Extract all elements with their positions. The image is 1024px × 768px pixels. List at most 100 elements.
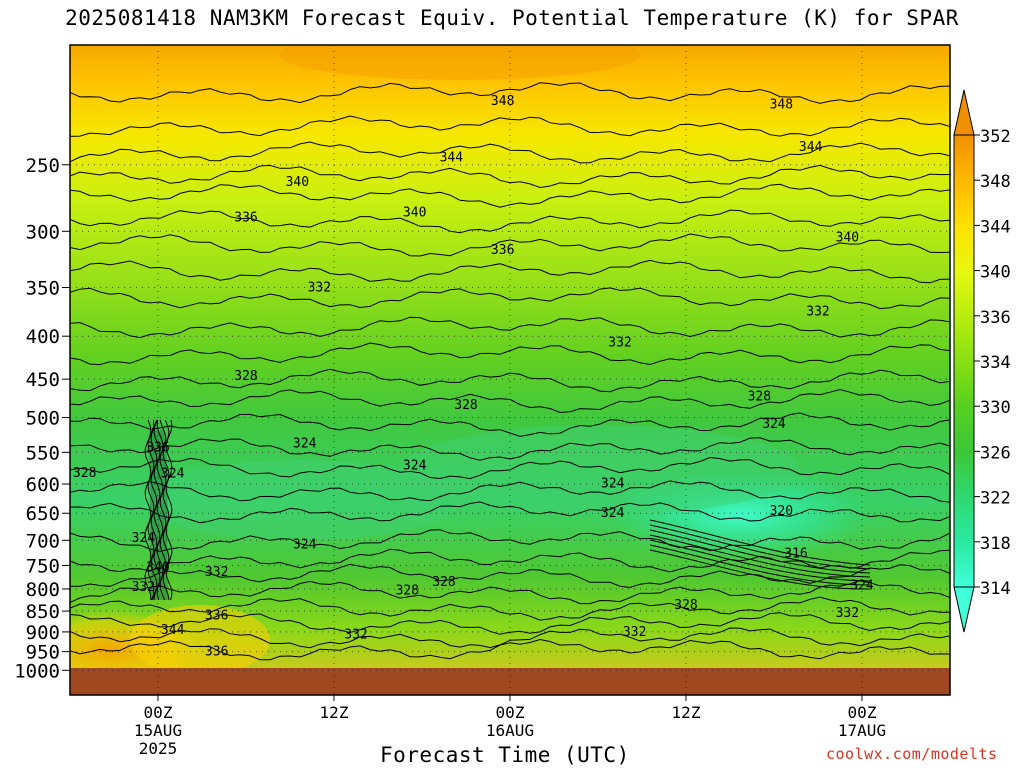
colorbar-label: 348 [980, 172, 1011, 192]
contour-label: 332 [308, 280, 331, 295]
x-tick-label: 12Z [672, 703, 701, 722]
contour-label: 340 [146, 560, 169, 575]
y-tick-label: 900 [26, 622, 60, 644]
x-tick-label: 00Z [144, 703, 173, 722]
plume-contour [147, 419, 155, 601]
contour-label: 324 [850, 578, 874, 593]
isentrope-contour [70, 209, 950, 234]
contour-label: 332 [806, 305, 829, 320]
contour-label: 336 [146, 441, 169, 456]
y-tick-label: 950 [26, 642, 60, 664]
contour-label: 336 [491, 243, 514, 258]
contour-label: 328 [432, 575, 455, 590]
y-tick-label: 850 [26, 601, 60, 623]
isentrope-contour [70, 529, 950, 553]
isentrope-contour [70, 233, 950, 257]
isentrope-contour [70, 342, 950, 366]
contour-label: 348 [491, 94, 514, 109]
isentrope-contour [70, 412, 950, 437]
x-tick-label: 16AUG [486, 721, 534, 740]
contour-label: 332 [132, 580, 155, 595]
contour-label: 340 [286, 175, 309, 190]
plume-contour [162, 419, 170, 601]
contour-label: 328 [396, 583, 419, 598]
x-tick-label: 12Z [320, 703, 349, 722]
y-tick-label: 550 [26, 442, 60, 464]
isentrope-contour [70, 115, 950, 137]
colorbar-label: 344 [980, 217, 1011, 237]
isentrope-contour [70, 627, 950, 649]
contour-label: 344 [440, 150, 464, 165]
isentrope-contour [70, 164, 950, 189]
isentrope-contour [70, 456, 950, 480]
isentrope-contour [70, 287, 950, 310]
contour-label: 328 [73, 466, 96, 481]
site-credit[interactable]: coolwx.com/modelts [826, 745, 998, 763]
plume-contour [165, 419, 173, 601]
contour-label: 332 [608, 336, 631, 351]
isentrope-contour [70, 316, 950, 339]
contour-label: 332 [344, 628, 367, 643]
colorbar-label: 330 [980, 398, 1011, 418]
plot-field [70, 45, 950, 695]
contour-label: 328 [234, 369, 257, 384]
contour-label: 332 [205, 565, 228, 580]
colorbar-top-arrow [953, 89, 975, 136]
x-tick-label: 15AUG [134, 721, 182, 740]
colorbar-label: 334 [980, 353, 1011, 373]
isentrope-contour [70, 368, 950, 393]
contour-label: 336 [205, 608, 228, 623]
plume-contour [144, 419, 152, 601]
x-axis-title: Forecast Time (UTC) [380, 743, 630, 767]
y-tick-label: 1000 [14, 660, 60, 682]
colorbar-label: 336 [980, 308, 1011, 328]
y-tick-label: 500 [26, 408, 60, 430]
x-tick-label: 2025 [139, 739, 178, 758]
x-tick-label: 17AUG [838, 721, 886, 740]
colorbar-bottom-arrow [953, 586, 975, 633]
contour-label: 340 [836, 230, 859, 245]
frontal-contour [649, 549, 871, 590]
y-tick-label: 450 [26, 369, 60, 391]
y-tick-label: 300 [26, 221, 60, 243]
colorbar-bar [953, 134, 975, 588]
y-tick-label: 250 [26, 155, 60, 177]
contour-label: 328 [674, 598, 697, 613]
frontal-contour [649, 519, 871, 566]
contour-label: 324 [132, 531, 156, 546]
chart-title: 2025081418 NAM3KM Forecast Equiv. Potent… [65, 6, 959, 30]
contour-label: 324 [161, 467, 185, 482]
y-tick-label: 350 [26, 277, 60, 299]
contour-label: 324 [762, 417, 786, 432]
frontal-contour [649, 544, 871, 586]
isentrope-contour [70, 141, 950, 164]
contour-label: 324 [601, 476, 625, 491]
frontal-contour [649, 524, 871, 570]
contour-label: 324 [293, 537, 317, 552]
contour-label: 348 [770, 98, 793, 113]
contour-label: 324 [601, 506, 625, 521]
isentrope-contour [70, 638, 950, 661]
contour-label: 316 [784, 547, 807, 562]
isentrope-contour [70, 437, 950, 461]
y-tick-label: 800 [26, 579, 60, 601]
colorbar-label: 314 [980, 579, 1011, 599]
contour-label: 336 [205, 645, 228, 660]
isentrope-contour [70, 596, 950, 621]
frontal-contour [649, 539, 871, 582]
y-axis: 2503003504004505005506006507007508008509… [14, 155, 70, 682]
contour-label: 324 [293, 437, 317, 452]
isentrope-contour [70, 501, 950, 524]
plume-contour [153, 419, 161, 601]
isentrope-contour [70, 480, 950, 503]
contour-labels: 348 348 344 344 340 340 340 336 336 332 332 332 328 3… [73, 94, 874, 659]
x-tick-label: 00Z [848, 703, 877, 722]
colorbar-label: 318 [980, 534, 1011, 554]
frontal-contour [649, 529, 871, 574]
contour-label: 336 [234, 211, 257, 226]
x-tick-label: 00Z [496, 703, 525, 722]
isentrope-contour [70, 183, 950, 208]
colorbar-label: 352 [980, 127, 1011, 147]
